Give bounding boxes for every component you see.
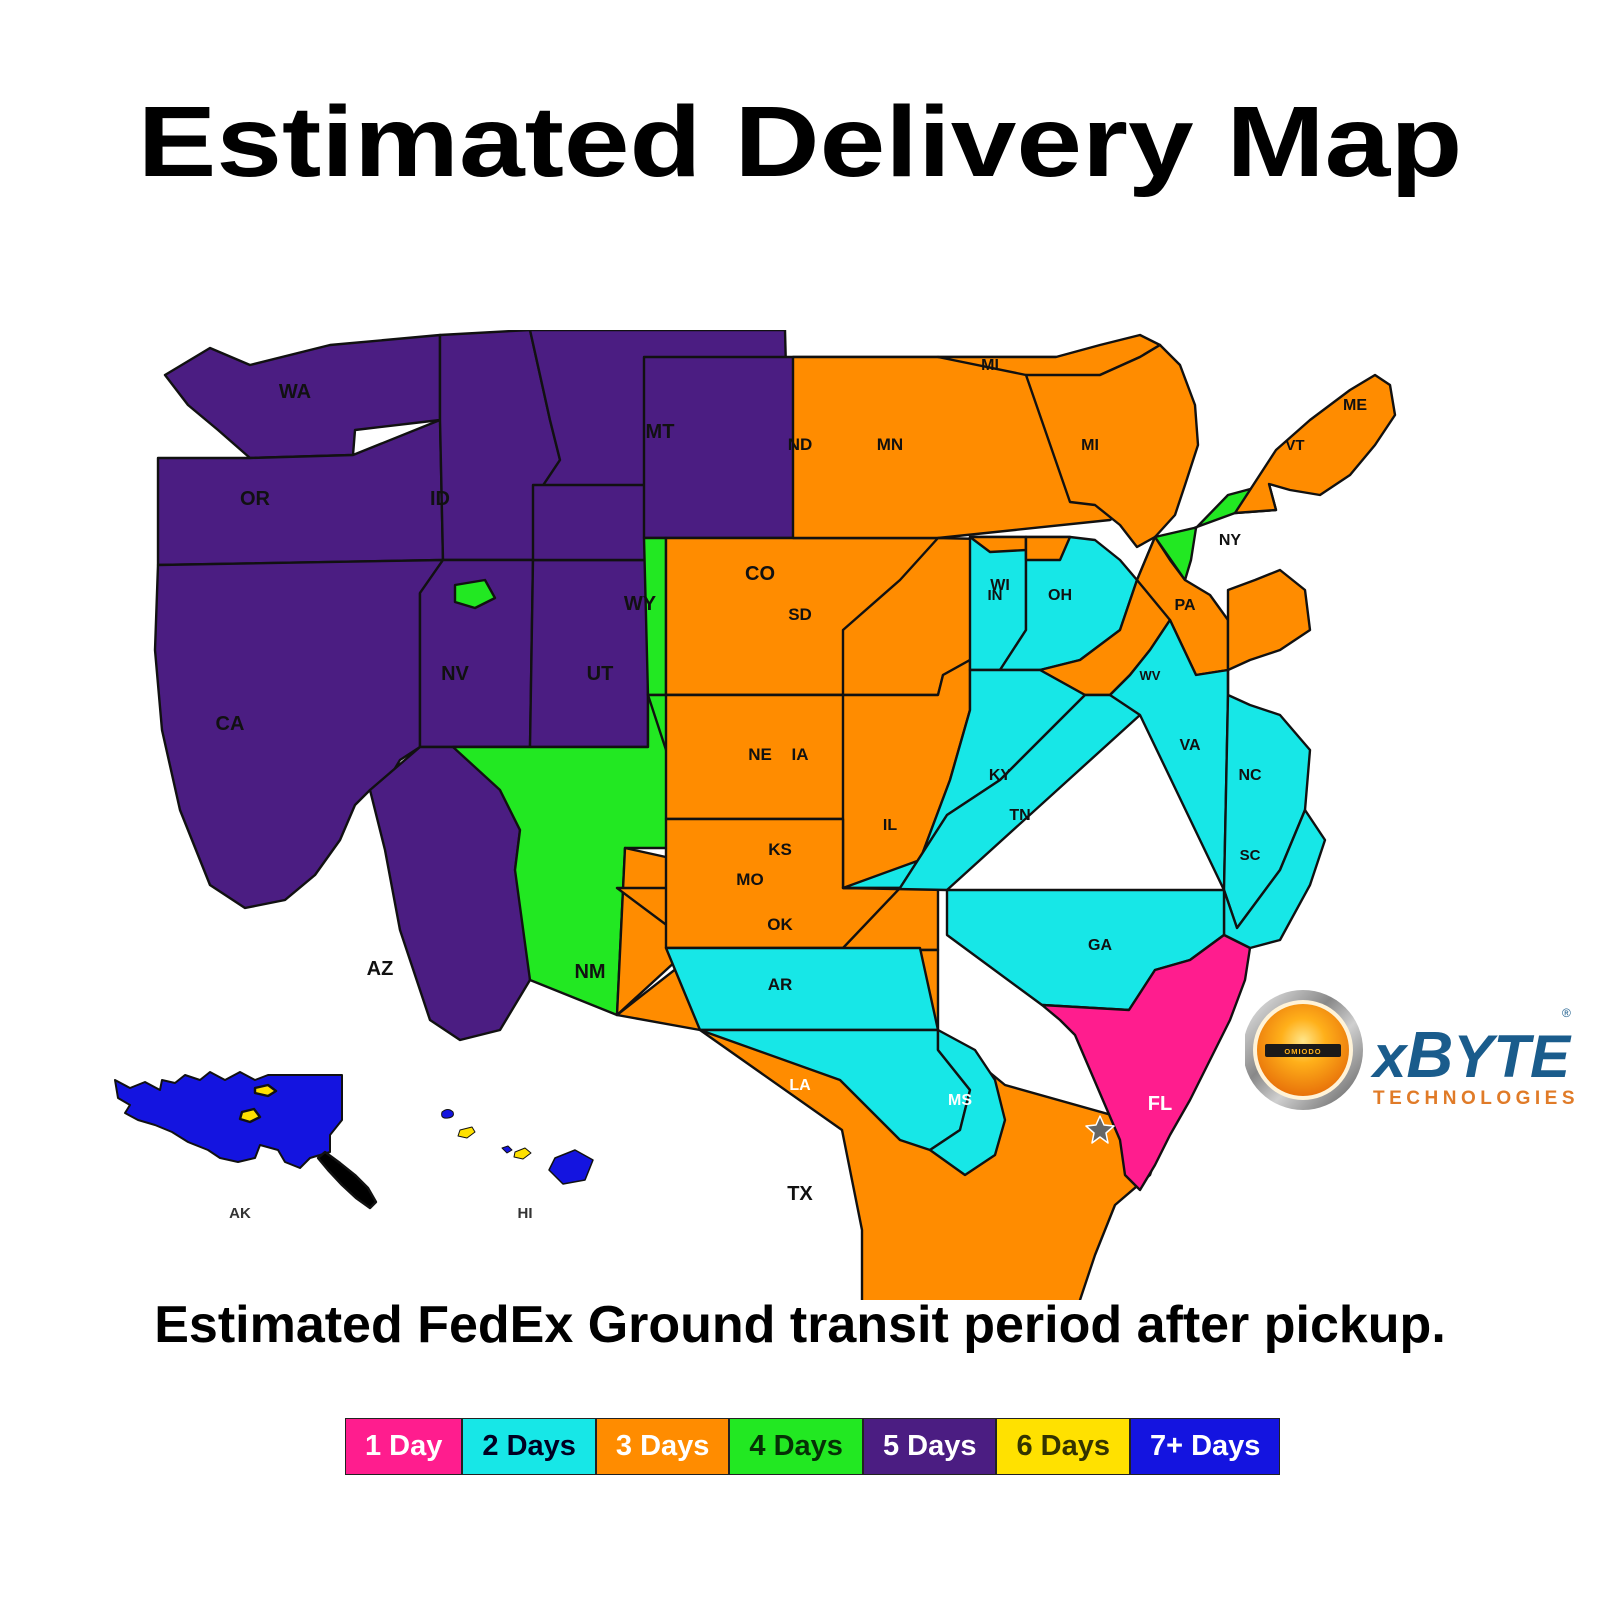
svg-text:IN: IN xyxy=(988,587,1003,604)
svg-text:OMIODO: OMIODO xyxy=(1284,1047,1321,1056)
svg-text:ND: ND xyxy=(788,435,813,454)
svg-text:HI: HI xyxy=(518,1205,533,1222)
svg-text:NM: NM xyxy=(574,961,605,983)
svg-text:GA: GA xyxy=(1088,937,1112,954)
svg-text:MT: MT xyxy=(646,421,675,443)
svg-text:OR: OR xyxy=(240,488,271,510)
svg-text:WV: WV xyxy=(1140,668,1161,683)
svg-text:PA: PA xyxy=(1174,597,1195,614)
svg-text:®: ® xyxy=(1562,1006,1571,1020)
svg-text:OK: OK xyxy=(767,915,793,934)
svg-text:AZ: AZ xyxy=(367,958,394,980)
svg-text:VT: VT xyxy=(1285,437,1304,454)
svg-text:CO: CO xyxy=(745,563,775,585)
svg-text:NY: NY xyxy=(1219,532,1242,549)
svg-text:KY: KY xyxy=(989,767,1012,784)
svg-text:AL: AL xyxy=(1054,1057,1076,1074)
svg-text:xBYTE: xBYTE xyxy=(1370,1018,1572,1091)
svg-text:ID: ID xyxy=(430,488,450,510)
svg-text:MI: MI xyxy=(1081,437,1099,454)
svg-text:FL: FL xyxy=(1148,1093,1172,1115)
svg-text:WA: WA xyxy=(279,381,311,403)
svg-text:NE: NE xyxy=(748,745,772,764)
svg-text:OH: OH xyxy=(1048,587,1072,604)
svg-text:IL: IL xyxy=(883,817,897,834)
svg-text:TX: TX xyxy=(787,1183,813,1205)
svg-text:UT: UT xyxy=(587,663,614,685)
svg-text:ME: ME xyxy=(1343,397,1367,414)
svg-text:TN: TN xyxy=(1009,807,1030,824)
svg-text:VA: VA xyxy=(1179,737,1200,754)
svg-text:SC: SC xyxy=(1240,847,1261,864)
svg-text:NC: NC xyxy=(1238,767,1262,784)
svg-text:KS: KS xyxy=(768,840,792,859)
svg-text:MS: MS xyxy=(948,1092,972,1109)
svg-text:IA: IA xyxy=(792,745,809,764)
svg-text:TECHNOLOGIES: TECHNOLOGIES xyxy=(1373,1088,1575,1109)
svg-text:SD: SD xyxy=(788,605,812,624)
svg-text:WY: WY xyxy=(624,593,657,615)
svg-text:AR: AR xyxy=(768,975,793,994)
svg-text:MO: MO xyxy=(736,870,763,889)
svg-text:AK: AK xyxy=(229,1205,251,1222)
svg-text:LA: LA xyxy=(789,1077,811,1094)
svg-text:MI: MI xyxy=(981,357,999,374)
svg-text:NV: NV xyxy=(441,663,469,685)
svg-text:MN: MN xyxy=(877,435,903,454)
svg-text:CA: CA xyxy=(216,713,245,735)
